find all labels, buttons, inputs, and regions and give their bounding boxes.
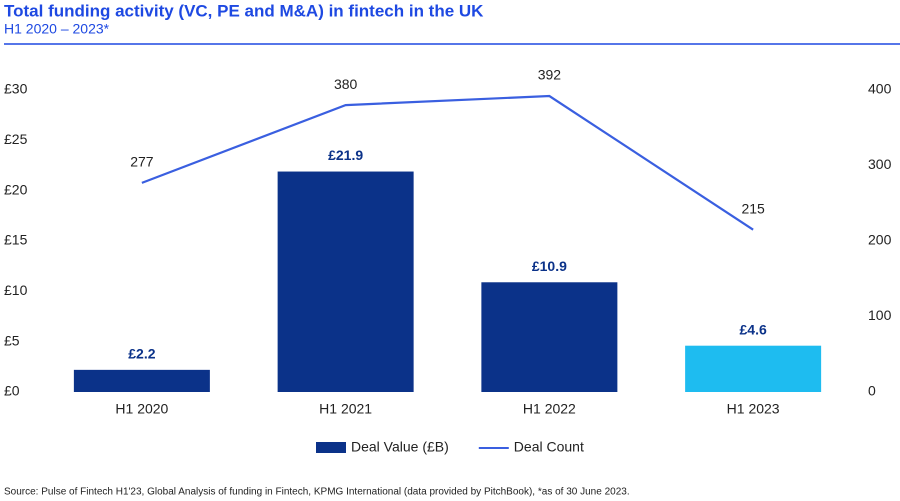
bar-value-label: £2.2 xyxy=(128,346,155,362)
chart-title: Total funding activity (VC, PE and M&A) … xyxy=(4,1,484,20)
legend-label: Deal Value (£B) xyxy=(351,439,449,455)
y2-tick-label: 200 xyxy=(868,232,892,248)
y2-tick-label: 0 xyxy=(868,383,876,399)
line xyxy=(141,94,754,231)
bar-value-label: £21.9 xyxy=(328,147,363,163)
x-tick-label: H1 2021 xyxy=(319,401,372,417)
x-tick-label: H1 2020 xyxy=(115,401,168,417)
x-tick-label: H1 2022 xyxy=(523,401,576,417)
y-tick-label: £15 xyxy=(4,232,28,248)
chart-subtitle: H1 2020 – 2023* xyxy=(4,21,110,37)
line-value-label: 215 xyxy=(741,200,765,216)
y-tick-label: £5 xyxy=(4,332,20,348)
y-tick-label: £0 xyxy=(4,383,20,399)
y-tick-label: £30 xyxy=(4,81,28,97)
y-tick-label: £25 xyxy=(4,131,28,147)
y-tick-label: £20 xyxy=(4,181,28,197)
bar xyxy=(277,171,414,392)
legend-swatch xyxy=(316,442,346,453)
source-note: Source: Pulse of Fintech H1'23, Global A… xyxy=(4,487,630,498)
legend-label: Deal Count xyxy=(514,439,584,455)
bar-value-label: £10.9 xyxy=(532,258,567,274)
y2-tick-label: 400 xyxy=(868,81,892,97)
y-tick-label: £10 xyxy=(4,282,28,298)
bar xyxy=(73,369,210,392)
x-tick-label: H1 2023 xyxy=(727,401,780,417)
line-value-label: 392 xyxy=(538,67,562,83)
y2-tick-label: 100 xyxy=(868,307,892,323)
bar xyxy=(685,345,822,392)
bar xyxy=(481,282,618,392)
line-value-label: 380 xyxy=(334,76,358,92)
bar-value-label: £4.6 xyxy=(740,321,767,337)
y2-tick-label: 300 xyxy=(868,156,892,172)
line-value-label: 277 xyxy=(130,154,154,170)
